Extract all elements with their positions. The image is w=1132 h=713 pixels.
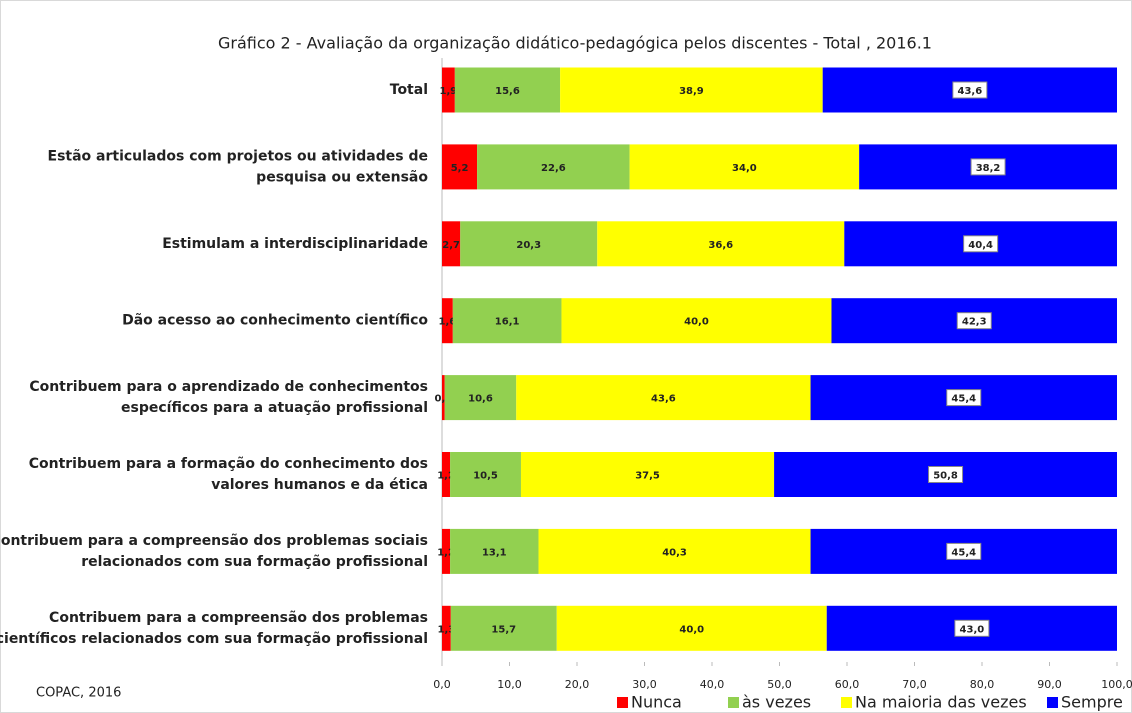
bar-segment	[629, 144, 860, 190]
data-label: 1,2	[437, 471, 455, 482]
category-label: Contribuem para a compreensão dos proble…	[0, 533, 428, 570]
data-label: 22,6	[541, 163, 566, 174]
data-label: 37,5	[635, 471, 660, 482]
bar-segment	[442, 144, 478, 190]
bar-segment	[442, 298, 453, 344]
legend-swatch	[728, 697, 739, 708]
x-tick-label: 0,0	[433, 678, 451, 691]
bar-segment	[477, 144, 630, 190]
x-tick-label: 80,0	[970, 678, 995, 691]
data-label: 0,4	[434, 394, 452, 405]
x-tick-label: 60,0	[835, 678, 860, 691]
data-label: 43,6	[651, 394, 676, 405]
data-label: 38,9	[679, 86, 704, 97]
x-tick-label: 30,0	[632, 678, 657, 691]
data-label: 10,6	[468, 394, 493, 405]
data-label: 43,6	[958, 86, 983, 97]
data-label-box	[956, 312, 992, 330]
legend-label: Nunca	[631, 693, 682, 712]
chart-title: Gráfico 2 - Avaliação da organização did…	[218, 34, 932, 53]
category-label: Contribuem para a formação do conhecimen…	[29, 456, 428, 493]
legend-label: Sempre	[1061, 693, 1123, 712]
data-label-box	[928, 466, 964, 483]
data-label: 34,0	[732, 163, 757, 174]
data-label: 36,6	[708, 240, 733, 251]
data-label-box	[963, 235, 999, 253]
x-tick-label: 40,0	[700, 678, 725, 691]
data-label: 45,4	[951, 547, 976, 558]
data-label: 45,4	[951, 394, 976, 405]
data-label: 10,5	[473, 471, 498, 482]
bar-segment	[560, 67, 823, 113]
bar-segment	[597, 221, 845, 267]
data-label: 15,7	[491, 624, 516, 635]
bar-segment	[520, 452, 775, 497]
category-label: Contribuem para o aprendizado de conheci…	[29, 379, 428, 416]
data-label: 16,1	[495, 317, 520, 328]
bar-segment	[442, 528, 451, 574]
bar-segment	[450, 605, 557, 651]
data-label: 42,3	[962, 317, 987, 328]
bar-segment	[442, 67, 455, 113]
category-label: Contribuem para a compreensão dos proble…	[0, 610, 428, 647]
bar-segment	[556, 605, 827, 651]
x-tick-label: 70,0	[902, 678, 927, 691]
legend-label: Na maioria das vezes	[855, 693, 1027, 712]
x-tick-label: 10,0	[497, 678, 522, 691]
data-label: 20,3	[516, 240, 541, 251]
data-label: 38,2	[976, 163, 1001, 174]
data-label: 13,1	[482, 547, 507, 558]
bar-segment	[460, 221, 598, 267]
bar-segment	[442, 221, 461, 267]
legend-swatch	[617, 697, 628, 708]
data-label: 40,4	[968, 240, 993, 251]
bar-segment	[450, 452, 521, 497]
bar-segment	[454, 67, 561, 113]
bar-segment	[516, 375, 811, 421]
bar-segment	[450, 528, 539, 574]
data-label-box	[952, 81, 988, 99]
data-label-box	[954, 619, 990, 637]
category-label: Dão acesso ao conhecimento científico	[122, 313, 428, 329]
data-label: 1,9	[440, 86, 458, 97]
legend-swatch	[841, 697, 852, 708]
bar-segment	[442, 605, 451, 651]
legend-label: às vezes	[742, 693, 811, 712]
data-label: 40,0	[684, 317, 709, 328]
category-label: Total	[390, 82, 428, 98]
data-label-box	[946, 542, 982, 560]
bar-segment	[442, 452, 451, 497]
data-label: 40,3	[662, 547, 687, 558]
data-label: 5,2	[451, 163, 469, 174]
x-tick-label: 20,0	[565, 678, 590, 691]
data-label: 50,8	[933, 471, 958, 482]
category-label: Estimulam a interdisciplinaridade	[162, 236, 428, 252]
bar-segment	[452, 298, 562, 344]
legend-swatch	[1047, 697, 1058, 708]
x-tick-label: 90,0	[1037, 678, 1062, 691]
data-label: 40,0	[679, 624, 704, 635]
category-label: Estão articulados com projetos ou ativid…	[48, 148, 429, 185]
data-label: 1,2	[437, 547, 455, 558]
data-label: 1,6	[439, 317, 457, 328]
data-label: 15,6	[495, 86, 520, 97]
x-tick-label: 100,0	[1101, 678, 1132, 691]
bar-segment	[561, 298, 832, 344]
bar-segment	[538, 528, 811, 574]
data-label: 1,3	[438, 624, 456, 635]
data-label-box	[946, 389, 982, 407]
data-label: 43,0	[960, 624, 985, 635]
source: COPAC, 2016	[36, 686, 121, 701]
bar-segment	[442, 375, 445, 421]
data-label-box	[970, 158, 1006, 176]
bar-segment	[444, 375, 517, 421]
data-label: 2,7	[442, 240, 460, 251]
x-tick-label: 50,0	[767, 678, 792, 691]
